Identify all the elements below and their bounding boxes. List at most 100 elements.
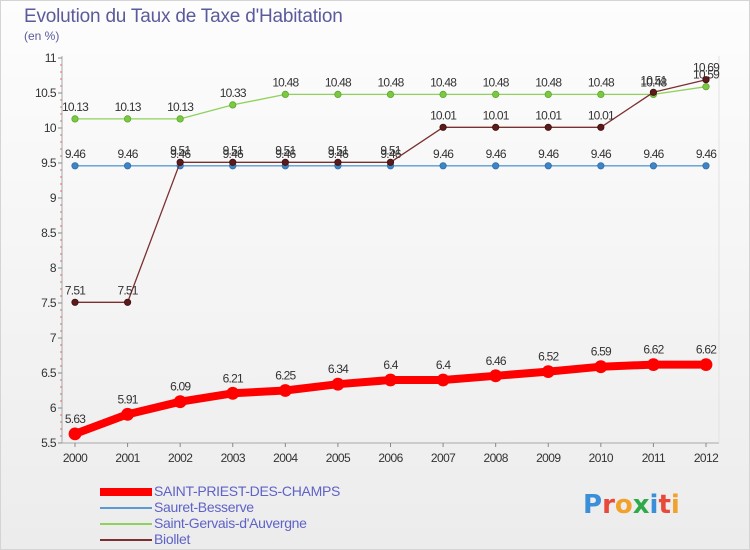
data-point [489, 369, 503, 383]
data-label: 10.01 [535, 108, 562, 122]
data-point [71, 115, 79, 123]
data-point [173, 395, 187, 409]
data-label: 10.48 [325, 75, 352, 89]
y-tick-label: 9.5 [41, 156, 57, 170]
legend-label: Sauret-Besserve [154, 499, 254, 515]
data-label: 10.48 [377, 75, 404, 89]
data-label: 10.13 [115, 100, 142, 114]
data-point [597, 162, 605, 170]
data-label: 10.13 [167, 100, 194, 114]
data-point [281, 90, 289, 99]
y-tick-label: 8 [50, 261, 57, 275]
data-label: 10.48 [640, 75, 667, 89]
x-tick-label: 2010 [589, 451, 614, 465]
series-layer: 9.46 9.46 9.46 9.46 9.46 9.46 9.46 9.46 9.46 9.46… [62, 61, 721, 441]
data-point [699, 358, 713, 372]
data-point [594, 360, 608, 374]
data-label: 9.46 [591, 147, 612, 161]
y-tick-label: 5.5 [41, 436, 57, 450]
data-label: 10.51 [640, 73, 667, 87]
data-label: 9.46 [538, 147, 559, 161]
data-point [229, 158, 237, 166]
chart-title: Evolution du Taux de Taxe d'Habitation [24, 6, 343, 27]
data-point [439, 162, 447, 170]
x-tick-label: 2000 [63, 451, 88, 465]
data-point [278, 384, 292, 397]
data-label: 6.34 [328, 362, 349, 376]
y-tick-label: 10 [44, 121, 57, 135]
data-point [176, 158, 184, 166]
data-point [702, 76, 710, 84]
legend-swatch [100, 488, 152, 496]
data-label: 6.4 [383, 358, 398, 372]
x-tick-label: 2009 [536, 451, 561, 465]
series-1: 9.46 9.46 9.46 9.46 9.46 9.46 9.46 9.46 9.46 9.46… [65, 147, 718, 170]
series-0: 5.63 5.91 6.09 6.21 6.25 6.34 6.4 6.4 6.46 6.52 6.… [65, 343, 718, 441]
series-2: 10.13 10.13 10.13 10.33 10.48 10.48 10.48 10.48… [62, 68, 721, 123]
data-label: 6.4 [436, 358, 451, 372]
data-label: 10.33 [220, 86, 247, 100]
y-tick-label: 6.5 [41, 366, 57, 380]
data-label: 9.51 [223, 143, 244, 157]
data-label: 10.48 [483, 75, 510, 89]
data-label: 9.46 [275, 147, 296, 161]
data-point [439, 123, 447, 131]
x-tick-label: 2006 [378, 451, 403, 465]
data-point [226, 386, 240, 400]
data-label: 9.51 [328, 143, 349, 157]
x-tick-label: 2003 [221, 451, 246, 465]
data-label: 5.63 [65, 412, 86, 426]
x-tick-label: 2002 [168, 451, 193, 465]
data-label: 6.09 [170, 380, 191, 394]
legend-label: Biollet [154, 531, 191, 547]
data-label: 10.01 [430, 108, 457, 122]
data-point [702, 162, 710, 170]
x-tick-label: 2004 [273, 451, 298, 465]
data-label: 7.51 [118, 283, 139, 297]
y-tick-label: 8.5 [41, 226, 57, 240]
data-label: 10.59 [693, 68, 720, 82]
data-label: 9.46 [696, 147, 717, 161]
data-label: 7.51 [65, 283, 86, 297]
data-point [492, 90, 500, 99]
data-label: 9.46 [170, 147, 191, 161]
legend-label: SAINT-PRIEST-DES-CHAMPS [154, 483, 341, 499]
chart-axes: 5.5 6 6.5 7 7.5 8 8.5 9 9.5 10 10.5 11 2000 2001 2002 2… [35, 51, 720, 465]
data-point [123, 115, 132, 123]
legend-swatch [100, 507, 152, 509]
data-point [436, 373, 450, 387]
data-label: 10.69 [693, 61, 720, 75]
data-label: 9.51 [380, 143, 401, 157]
x-tick-label: 2001 [115, 451, 140, 465]
data-point [71, 162, 79, 170]
data-point [492, 123, 500, 131]
data-point [68, 427, 82, 441]
y-tick-label: 7.5 [41, 296, 57, 310]
data-point [492, 162, 500, 170]
data-point [544, 162, 552, 170]
data-point [386, 158, 395, 166]
data-point [229, 101, 237, 109]
data-label: 10.48 [588, 75, 615, 89]
data-label: 9.51 [170, 143, 191, 157]
data-point [331, 377, 345, 391]
data-label: 9.51 [275, 143, 296, 157]
data-point [541, 365, 555, 379]
data-point [334, 90, 342, 99]
data-label: 6.52 [538, 350, 559, 364]
data-point [597, 123, 605, 131]
data-label: 6.46 [486, 354, 507, 368]
legend-label: Saint-Gervais-d'Auvergne [154, 515, 307, 531]
data-label: 5.91 [118, 392, 139, 406]
legend-swatch [100, 539, 152, 541]
data-label: 9.46 [433, 147, 454, 161]
data-label: 9.46 [328, 147, 349, 161]
data-label: 6.21 [223, 371, 244, 385]
data-label: 10.01 [483, 108, 510, 122]
legend-swatch [100, 523, 152, 525]
data-point [176, 115, 184, 123]
y-tick-label: 6 [50, 401, 57, 415]
data-point [649, 162, 658, 170]
x-tick-label: 2007 [431, 451, 456, 465]
